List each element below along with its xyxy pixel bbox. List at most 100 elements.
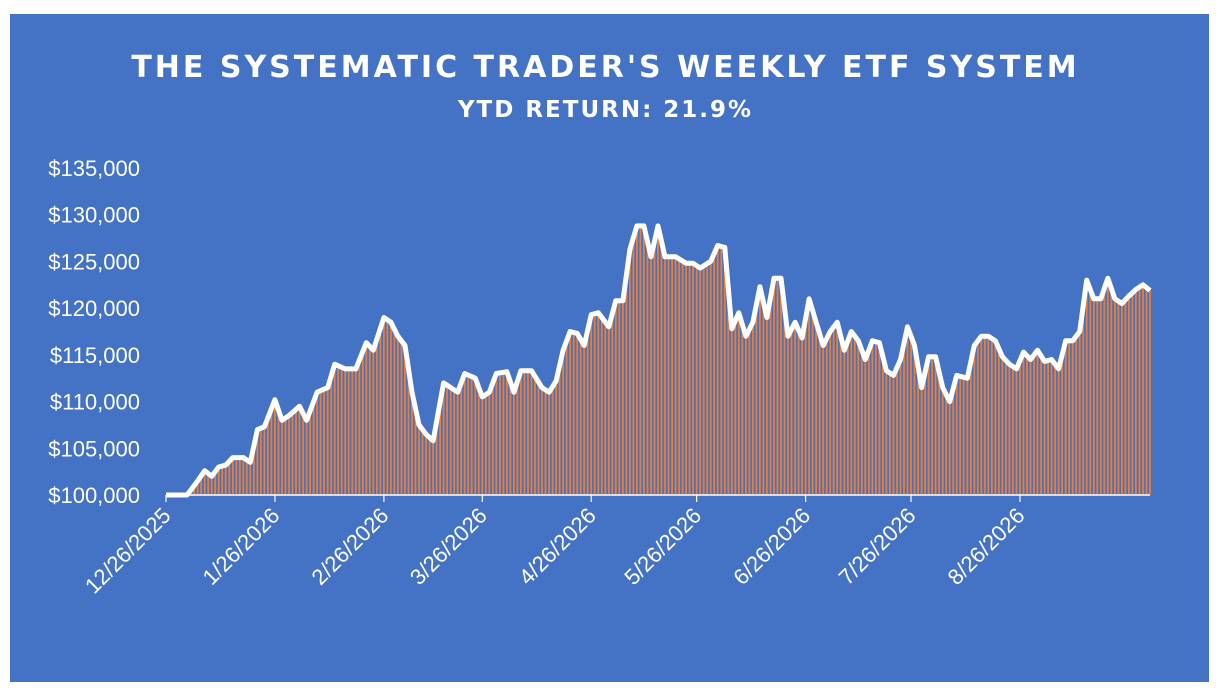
bar [730,328,733,495]
bar [892,375,895,495]
bar [520,370,522,495]
bar [495,373,498,495]
bar [766,317,768,495]
bar [702,265,705,495]
bar [397,336,399,495]
bar [622,300,624,495]
bar [709,261,712,495]
bar [713,253,716,495]
bar [657,225,659,495]
bar [407,368,410,495]
bar [716,245,719,495]
chart-title: THE SYSTEMATIC TRADER'S WEEKLY ETF SYSTE… [131,50,1080,85]
bar [818,333,821,495]
bar [639,225,642,495]
bar [1142,284,1144,495]
bar [692,263,694,495]
bar [797,330,800,495]
x-axis-ticks: 12/26/2025 1/26/2026 2/26/2026 3/26/2026 4/2… [80,495,1030,598]
bar [737,312,740,495]
bar [421,429,424,495]
bar [860,350,863,495]
bar [962,377,965,495]
bar [414,408,417,495]
equity-line [166,223,1152,498]
bar [917,366,919,495]
x-tick-label: 7/26/2026 [834,503,921,590]
bar [871,340,874,495]
bar [783,307,786,495]
bar [723,247,726,495]
bar [769,297,772,495]
bar [572,332,575,495]
bar [794,322,796,495]
bar [376,339,378,495]
bar [333,364,336,495]
bar [674,256,677,495]
bar [1145,287,1148,495]
bar [365,342,368,495]
bar [1019,360,1021,495]
bar [390,322,392,495]
bar [249,462,252,495]
bar [839,336,842,495]
bar [966,378,969,495]
bar [625,275,628,495]
bar [1040,355,1042,495]
bar [245,460,248,495]
bar [1005,360,1007,495]
bar [650,256,652,495]
bar [720,246,723,495]
bar [681,261,684,495]
y-tick-label: $115,000 [50,343,140,368]
bar [600,317,603,495]
bar [562,350,564,495]
bar [1008,364,1011,495]
bar [196,481,199,495]
bar [555,381,557,495]
bar [583,345,586,495]
bar [776,278,779,495]
bar [432,440,434,495]
bar [305,420,308,495]
bar [428,437,431,495]
bar [780,278,782,495]
bar [298,406,301,495]
bar [499,372,501,495]
bar [727,288,730,495]
bar [544,389,547,495]
bar [629,249,631,495]
bar [889,373,891,495]
bar [1068,340,1071,495]
bar [906,326,909,495]
bar [217,467,220,495]
bar [671,256,673,495]
y-tick-label: $110,000 [50,390,140,415]
bar [267,417,269,495]
bar [1082,305,1085,495]
bar [319,390,322,495]
bar [1050,359,1053,495]
bar [801,338,803,495]
bar [952,388,955,495]
bar [274,399,276,495]
bar [987,336,990,495]
x-tick-label: 2/26/2026 [307,503,394,590]
bar [745,336,747,495]
bar [491,382,494,495]
bar [351,368,354,495]
bar [446,385,448,495]
bar [270,408,273,495]
bar [548,392,550,495]
bar [435,421,438,495]
bar [404,345,406,495]
bar-series [189,225,1151,496]
bar [941,387,944,495]
bar [927,356,930,495]
bar [695,265,698,495]
bar [344,368,347,495]
bar [685,263,687,495]
bar [924,372,926,495]
bar [372,350,375,495]
bar [523,370,526,495]
